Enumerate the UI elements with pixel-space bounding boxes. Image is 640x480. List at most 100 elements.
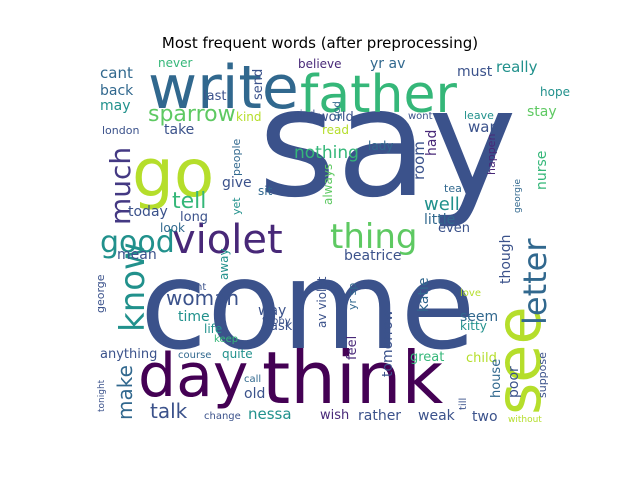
word-never: never — [158, 56, 192, 70]
word-back: back — [100, 83, 134, 99]
word-nothing: nothing — [294, 143, 359, 163]
word-send: send — [251, 69, 266, 100]
word-last: last — [203, 89, 226, 104]
word-room: room — [410, 141, 428, 180]
word-two: two — [472, 409, 498, 425]
word-see: see — [482, 306, 555, 415]
word-old: old — [244, 386, 265, 402]
word-time: time — [178, 309, 210, 325]
word-away: away — [217, 248, 231, 280]
word-mind: mind — [290, 109, 315, 120]
word-way: way — [258, 303, 286, 319]
word-quite: quite — [222, 347, 253, 361]
word-may: may — [100, 98, 131, 114]
word-even: even — [438, 221, 470, 236]
word-anything: anything — [100, 347, 157, 362]
word-talk: talk — [150, 399, 188, 423]
word-kitty: kitty — [460, 319, 487, 333]
word-look: look — [160, 221, 185, 235]
word-suppose: suppose — [536, 352, 549, 398]
word-write: write — [148, 53, 299, 123]
word-sparrow: sparrow — [148, 102, 236, 127]
word-father: father — [300, 65, 458, 125]
word-come: come — [140, 235, 476, 377]
word-call: call — [244, 374, 261, 385]
word-though: though — [498, 234, 514, 284]
word-ask: ask — [270, 319, 293, 334]
word-think: think — [262, 336, 444, 420]
word-go: go — [132, 135, 214, 212]
word-today: today — [128, 204, 168, 220]
word-lady: lady — [368, 139, 393, 153]
word-day: day — [138, 341, 248, 411]
word-weak: weak — [418, 408, 456, 424]
word-know: know — [113, 242, 153, 332]
word-wish: wish — [320, 408, 349, 423]
word-kind: kind — [236, 110, 262, 124]
word-tonight: tonight — [97, 379, 107, 412]
word-tomorrow: tomorrow — [380, 310, 396, 377]
word-child: child — [466, 351, 497, 366]
word-leave: leave — [464, 109, 494, 122]
word-beatrice: beatrice — [344, 248, 402, 264]
word-give: give — [222, 175, 252, 191]
word-letter: letter — [516, 238, 554, 325]
word-believe: believe — [298, 57, 342, 71]
word-house: house — [489, 359, 504, 398]
word-feel: feel — [345, 336, 360, 360]
word-stay: stay — [527, 104, 557, 120]
word-world: world — [318, 110, 354, 125]
word-take: take — [164, 122, 194, 138]
word-happen: happen — [485, 134, 498, 175]
word-rather: rather — [358, 408, 401, 424]
word-yr-sp: yr sp — [346, 283, 359, 310]
word-god: god — [332, 101, 343, 120]
word-poor: poor — [506, 366, 522, 398]
word-cant: cant — [100, 64, 133, 82]
word-well: well — [424, 194, 460, 215]
word-must: must — [457, 64, 493, 80]
word-course: course — [178, 350, 211, 361]
word-georgie: georgie — [513, 178, 523, 213]
word-good: good — [100, 225, 175, 260]
word-till: till — [458, 398, 469, 410]
word-say: say — [258, 57, 517, 231]
chart-title: Most frequent words (after preprocessing… — [161, 34, 479, 52]
word-nurse: nurse — [534, 151, 550, 190]
word-thoby: thoby — [262, 316, 291, 327]
word-people: people — [230, 138, 243, 176]
word-had: had — [424, 130, 440, 156]
word-read: read — [322, 123, 349, 137]
word-end: end — [364, 184, 387, 198]
word-little: little — [424, 212, 455, 228]
word-life: life — [204, 322, 222, 336]
word-seem: seem — [460, 309, 498, 325]
word-keep: keep — [214, 334, 238, 345]
word-yr-av: yr av — [370, 56, 405, 72]
word-tell: tell — [172, 189, 206, 214]
word-long: long — [180, 210, 208, 225]
word-mean: mean — [117, 247, 157, 263]
word-thing: thing — [330, 217, 417, 257]
word-make: make — [113, 365, 137, 420]
word-katie: katie — [416, 278, 432, 312]
word-wont: wont — [408, 111, 433, 122]
word-really: really — [496, 58, 538, 76]
word-love: love — [460, 288, 481, 299]
word-london: london — [102, 124, 139, 137]
word-sit: sit — [258, 184, 273, 198]
word-hope: hope — [540, 85, 570, 99]
word-yet: yet — [230, 197, 243, 215]
word-isnt: isnt — [188, 282, 206, 293]
word-great: great — [410, 350, 444, 365]
word-tea: tea — [444, 182, 462, 195]
word-without: without — [508, 415, 542, 425]
word-much: much — [104, 147, 137, 225]
word-nessa: nessa — [248, 405, 292, 423]
word-woman: woman — [166, 286, 239, 310]
word-violet: violet — [172, 217, 283, 263]
word-george: george — [94, 274, 107, 313]
word-av-violet: av violet — [315, 276, 329, 328]
word-always: always — [321, 164, 335, 205]
